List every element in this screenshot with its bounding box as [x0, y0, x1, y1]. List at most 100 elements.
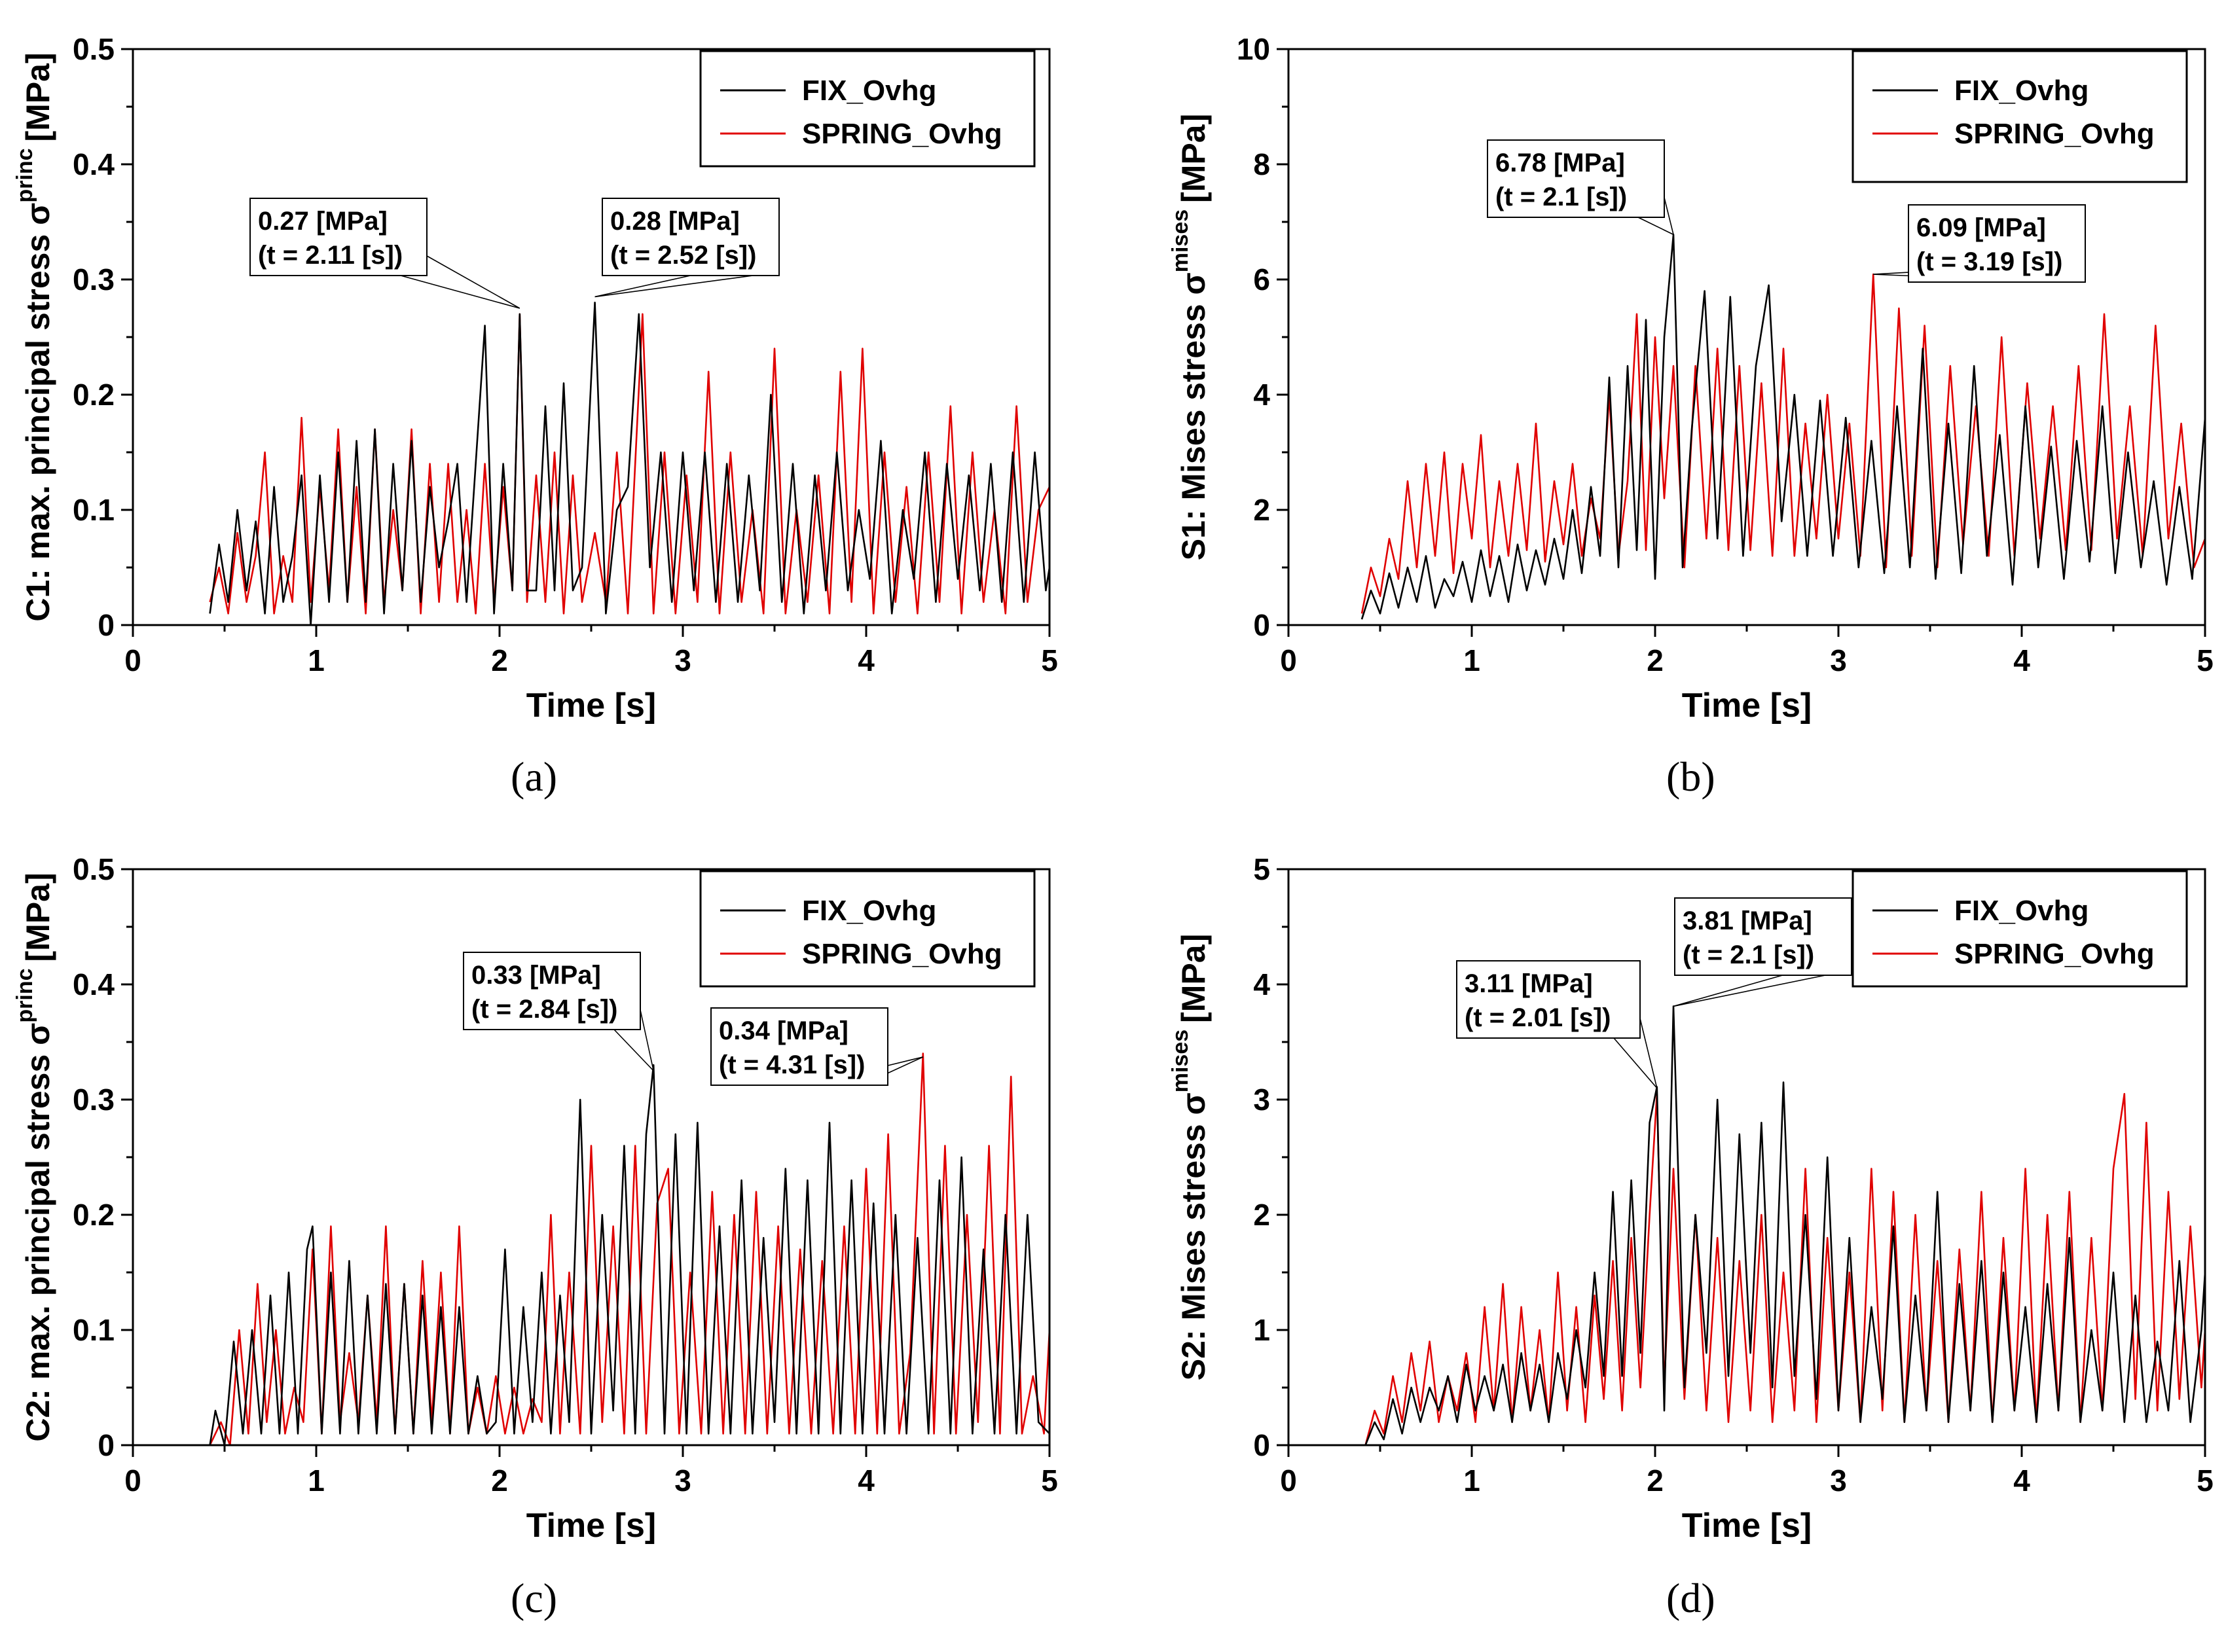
annotation-time: (t = 2.1 [s]): [1495, 183, 1627, 211]
annotation-box: [463, 952, 641, 1030]
y-axis-label-unit: [MPa]: [1175, 934, 1212, 1023]
y-tick-label: 0.3: [73, 262, 115, 296]
chart-a: 0 1 2 3 4 5 0 0.1 0.2 0.3 0.4 0.5 Time [s] C1: max. p…: [12, 32, 1058, 725]
y-tick-label: 0: [1253, 1428, 1270, 1462]
x-tick-label: 2: [491, 643, 508, 677]
x-tick-label: 4: [2013, 643, 2030, 677]
annotation-value: 6.09 [MPa]: [1916, 213, 2046, 242]
x-axis-label: Time [s]: [526, 687, 656, 725]
legend-label: SPRING_Ovhg: [1954, 118, 2155, 150]
x-tick-label: 1: [1463, 1463, 1480, 1498]
x-axis-label: Time [s]: [1682, 687, 1812, 725]
legend: FIX_Ovhg SPRING_Ovhg: [1852, 870, 2188, 988]
legend: FIX_Ovhg SPRING_Ovhg: [699, 870, 1036, 988]
x-tick-label: 4: [858, 643, 875, 677]
peak-annotation: 3.11 [MPa] (t = 2.01 [s]): [1456, 960, 1658, 1088]
legend-box: [1852, 50, 2188, 183]
y-axis-label-main: C1: max. principal stress σ: [20, 203, 56, 622]
y-axis-label: C1: max. principal stress σprinc [MPa]: [12, 52, 56, 621]
x-tick-label: 3: [674, 643, 691, 677]
annotation-leader: [1673, 975, 1826, 1007]
annotation-leader: [1639, 1018, 1658, 1088]
annotation-box: [602, 198, 780, 276]
x-axis-label: Time [s]: [1682, 1507, 1812, 1545]
x-tick-label: 5: [1041, 1463, 1058, 1498]
x-tick-label: 1: [308, 643, 325, 677]
annotation-value: 0.27 [MPa]: [258, 207, 388, 236]
x-tick-label: 4: [858, 1463, 875, 1498]
peak-annotation: 0.28 [MPa] (t = 2.52 [s]): [594, 198, 780, 298]
x-tick-label: 4: [2013, 1463, 2030, 1498]
legend-box: [699, 50, 1036, 168]
legend-label: SPRING_Ovhg: [1954, 938, 2155, 970]
chart-b: 0 1 2 3 4 5 0 2 4 6 8 10 Time [s] S1: Mises stress σm…: [1168, 32, 2214, 725]
panel-label-a: (a): [511, 753, 558, 800]
x-axis-label: Time [s]: [526, 1507, 656, 1545]
series-line-spring-ovhg: [209, 313, 1049, 615]
annotation-leader: [400, 275, 520, 309]
y-tick-label: 1: [1253, 1313, 1270, 1347]
annotation-leader: [1637, 217, 1674, 236]
y-axis-label-main: S1: Mises stress σ: [1175, 272, 1212, 560]
peak-annotation: 0.33 [MPa] (t = 2.84 [s]): [463, 952, 654, 1071]
series-line-fix-ovhg: [1360, 234, 2205, 620]
y-tick-label: 0: [98, 608, 115, 642]
annotation-value: 0.28 [MPa]: [610, 207, 740, 236]
y-axis-label-superscript: mises: [1168, 1030, 1193, 1092]
y-tick-label: 0.5: [73, 852, 115, 886]
y-tick-label: 0: [98, 1428, 115, 1462]
series-line-fix-ovhg: [1364, 1005, 2205, 1445]
y-axis-label-unit: [MPa]: [1175, 114, 1212, 203]
y-tick-label: 6: [1253, 262, 1270, 296]
x-tick-label: 3: [1830, 643, 1847, 677]
x-tick-label: 2: [491, 1463, 508, 1498]
peak-annotation: 0.27 [MPa] (t = 2.11 [s]): [249, 198, 520, 309]
panel-label-b: (b): [1666, 753, 1715, 800]
peak-annotation: 3.81 [MPa] (t = 2.1 [s]): [1673, 897, 1852, 1007]
annotation-box: [1487, 139, 1665, 218]
panel-label-c: (c): [511, 1575, 558, 1621]
x-tick-label: 0: [1280, 1463, 1297, 1498]
x-tick-label: 0: [124, 1463, 141, 1498]
y-tick-label: 4: [1253, 378, 1270, 412]
annotation-leader: [426, 255, 520, 309]
legend-label: FIX_Ovhg: [1954, 75, 2089, 107]
y-tick-label: 0.2: [73, 1198, 115, 1232]
series-line-spring-ovhg: [209, 1052, 1049, 1445]
peak-annotation: 6.78 [MPa] (t = 2.1 [s]): [1487, 139, 1674, 236]
chart-d: 0 1 2 3 4 5 0 1 2 3 4 5 Time [s] S2: Mises stress σmi…: [1168, 852, 2214, 1545]
annotation-time: (t = 3.19 [s]): [1916, 247, 2062, 276]
annotation-box: [710, 1007, 888, 1086]
y-axis-label-superscript: princ: [12, 148, 37, 202]
annotation-box: [249, 198, 428, 276]
y-axis-label: S2: Mises stress σmises [MPa]: [1168, 934, 1212, 1381]
legend-label: FIX_Ovhg: [1954, 895, 2089, 927]
annotation-time: (t = 2.01 [s]): [1465, 1003, 1611, 1032]
y-tick-label: 0.4: [73, 967, 115, 1001]
legend-label: FIX_Ovhg: [802, 75, 936, 107]
annotation-leader: [613, 1029, 654, 1071]
x-tick-label: 3: [1830, 1463, 1847, 1498]
annotation-box: [1908, 204, 2086, 283]
legend-label: FIX_Ovhg: [802, 895, 936, 927]
annotation-leader: [1613, 1037, 1658, 1088]
x-tick-label: 5: [2197, 643, 2214, 677]
y-axis-label-superscript: mises: [1168, 209, 1193, 272]
y-axis-label-unit: [MPa]: [20, 52, 56, 141]
y-tick-label: 0.5: [73, 32, 115, 66]
peak-annotation: 6.09 [MPa] (t = 3.19 [s]): [1873, 204, 2086, 283]
legend-label: SPRING_Ovhg: [802, 938, 1002, 970]
x-tick-label: 2: [1647, 1463, 1664, 1498]
x-tick-label: 0: [1280, 643, 1297, 677]
y-axis-label-superscript: princ: [12, 968, 37, 1022]
peak-annotation: 0.34 [MPa] (t = 4.31 [s]): [710, 1007, 924, 1086]
x-tick-label: 5: [2197, 1463, 2214, 1498]
y-tick-label: 0: [1253, 608, 1270, 642]
annotation-value: 0.33 [MPa]: [471, 961, 601, 990]
x-tick-label: 1: [1463, 643, 1480, 677]
annotation-time: (t = 2.52 [s]): [610, 241, 756, 270]
y-tick-label: 0.1: [73, 1313, 115, 1347]
series-line-fix-ovhg: [209, 301, 1049, 625]
y-axis-label-main: C2: max. principal stress σ: [20, 1023, 56, 1442]
